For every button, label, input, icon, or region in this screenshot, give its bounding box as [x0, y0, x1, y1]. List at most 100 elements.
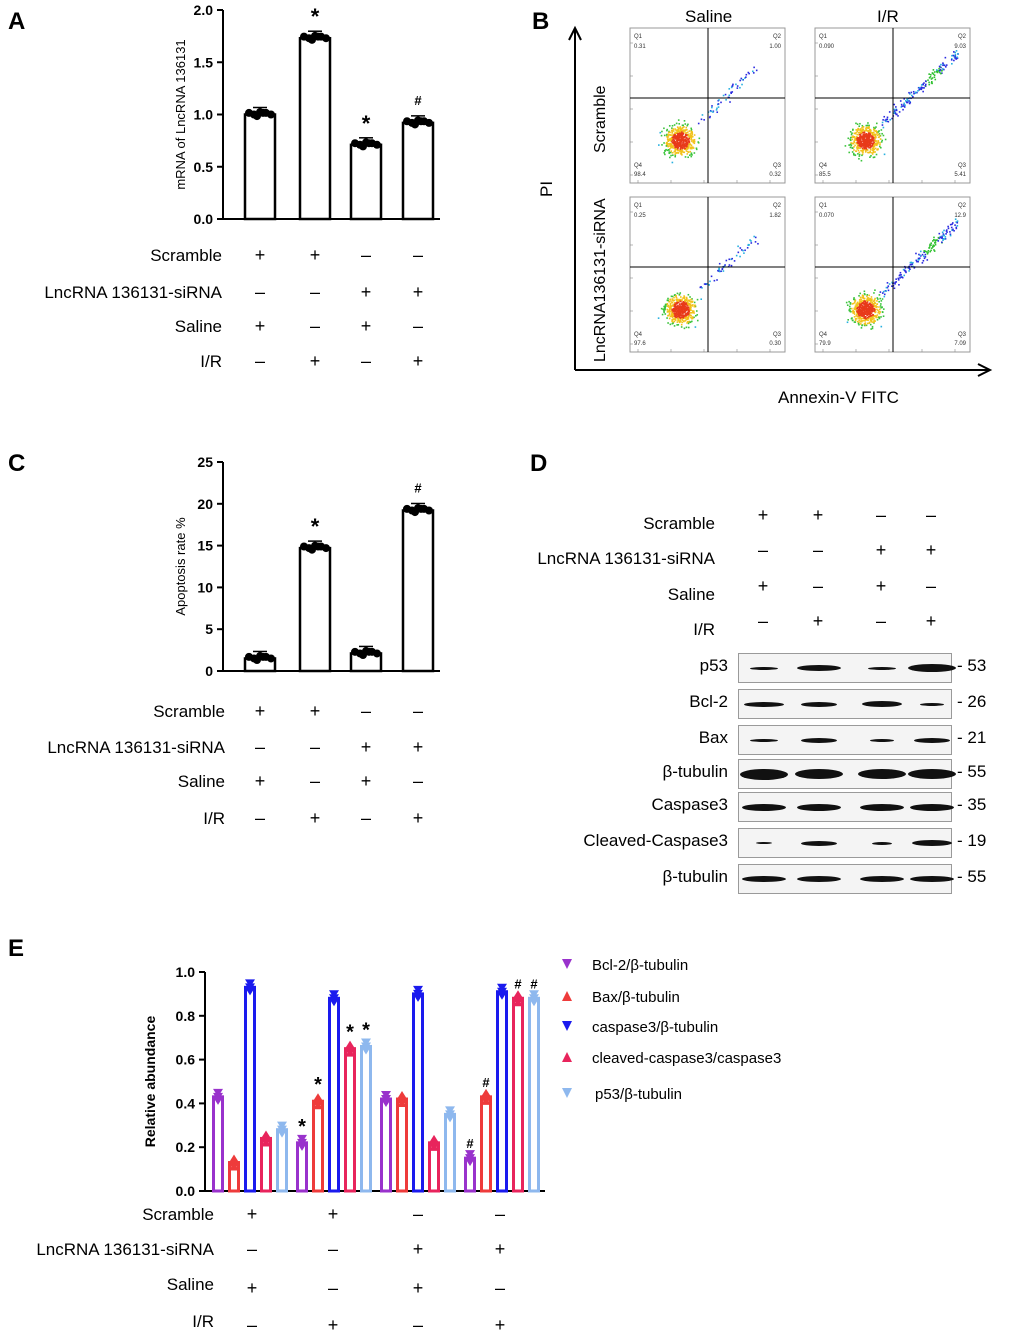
flow-dot [852, 142, 854, 145]
flow-dot [677, 152, 680, 154]
flow-dot [854, 308, 856, 311]
blot-strip [738, 828, 952, 858]
flow-dot [671, 130, 674, 132]
data-point [365, 139, 373, 148]
flow-dot [860, 143, 863, 145]
flow-dot [876, 149, 878, 151]
flow-dot [882, 126, 885, 129]
condition-sign: – [360, 808, 371, 828]
blot-band [797, 803, 841, 811]
flow-dot [864, 319, 866, 322]
flow-dot [874, 289, 876, 291]
flow-dot [863, 134, 865, 136]
flow-dot [868, 303, 871, 306]
flow-dot [862, 131, 865, 134]
flow-dot [672, 322, 674, 325]
flow-dot [871, 137, 873, 140]
flow-dot [686, 311, 689, 314]
flow-dot [864, 293, 866, 296]
blot-band [868, 666, 896, 670]
flow-dot [685, 139, 688, 141]
flow-dot [866, 298, 869, 301]
flow-dot [859, 142, 861, 145]
flow-dot [731, 85, 734, 87]
flow-dot [672, 308, 675, 311]
flow-dot [874, 151, 876, 153]
significance-mark: * [311, 514, 320, 539]
flow-dot [669, 144, 672, 147]
flow-dot [673, 124, 676, 126]
flow-dot [859, 316, 861, 318]
flow-dot [933, 242, 936, 244]
data-marker [261, 1134, 271, 1143]
flow-dot [718, 268, 720, 271]
condition-sign: + [309, 701, 321, 721]
legend-label: cleaved-caspase3/caspase3 [592, 1050, 781, 1067]
flow-dot [859, 298, 862, 301]
flow-dot [853, 316, 856, 318]
flow-dot [685, 326, 688, 329]
flow-dot [863, 308, 865, 311]
flow-dot [690, 136, 693, 138]
flow-dot [863, 131, 866, 134]
flow-dot [680, 323, 683, 326]
flow-dot [943, 234, 946, 237]
flow-dot [882, 119, 884, 121]
flow-dot [672, 304, 674, 306]
data-marker [465, 1158, 475, 1167]
data-point [267, 110, 275, 119]
flow-dot [684, 123, 687, 125]
quadrant-value: 1.00 [769, 44, 781, 50]
flow-dot [929, 243, 931, 246]
condition-sign: – [412, 316, 423, 336]
flow-dot [712, 110, 715, 113]
flow-dot [867, 133, 869, 136]
flow-dot [942, 237, 944, 240]
flow-dot [684, 317, 686, 320]
flow-dot [928, 245, 931, 247]
flow-dot [856, 148, 858, 150]
flow-dot [900, 106, 903, 108]
flow-dot [866, 135, 868, 138]
flow-dot [751, 70, 754, 73]
flow-dot [693, 134, 696, 136]
flow-dot [866, 305, 869, 307]
flow-dot [945, 66, 947, 68]
flow-dot [670, 295, 673, 298]
condition-label: Saline [166, 1275, 214, 1294]
flow-dot [691, 134, 693, 137]
flow-dot [728, 258, 731, 261]
data-marker [413, 993, 423, 1002]
flow-dot [660, 134, 663, 137]
flow-dot [873, 305, 875, 308]
blot-band [797, 876, 841, 882]
flow-dot [917, 260, 919, 263]
flow-dot [684, 319, 687, 322]
flow-dot [663, 134, 666, 137]
flow-dot [932, 244, 935, 247]
data-point [259, 652, 267, 661]
flow-dot [661, 313, 664, 316]
flow-y-axis-label: PI [537, 180, 556, 197]
flow-dot [670, 154, 672, 157]
condition-sign: + [254, 245, 266, 265]
flow-dot [945, 229, 948, 231]
legend-marker [562, 1021, 572, 1031]
flow-dot [667, 133, 669, 136]
y-axis-label: Relative abundance [142, 1016, 158, 1148]
flow-dot [857, 129, 860, 131]
flow-dot [869, 131, 871, 134]
flow-dot [857, 310, 860, 313]
flow-dot [858, 323, 860, 326]
flow-dot [867, 132, 870, 134]
flow-dot [886, 118, 889, 121]
quadrant-value: 5.41 [954, 172, 966, 178]
flow-dot [860, 312, 862, 315]
flow-dot [674, 148, 677, 151]
flow-dot [664, 149, 666, 152]
flow-dot [930, 82, 933, 84]
flow-dot [862, 296, 865, 299]
flow-dot [863, 310, 865, 312]
flow-dot [696, 298, 699, 301]
flow-dot [928, 73, 930, 75]
